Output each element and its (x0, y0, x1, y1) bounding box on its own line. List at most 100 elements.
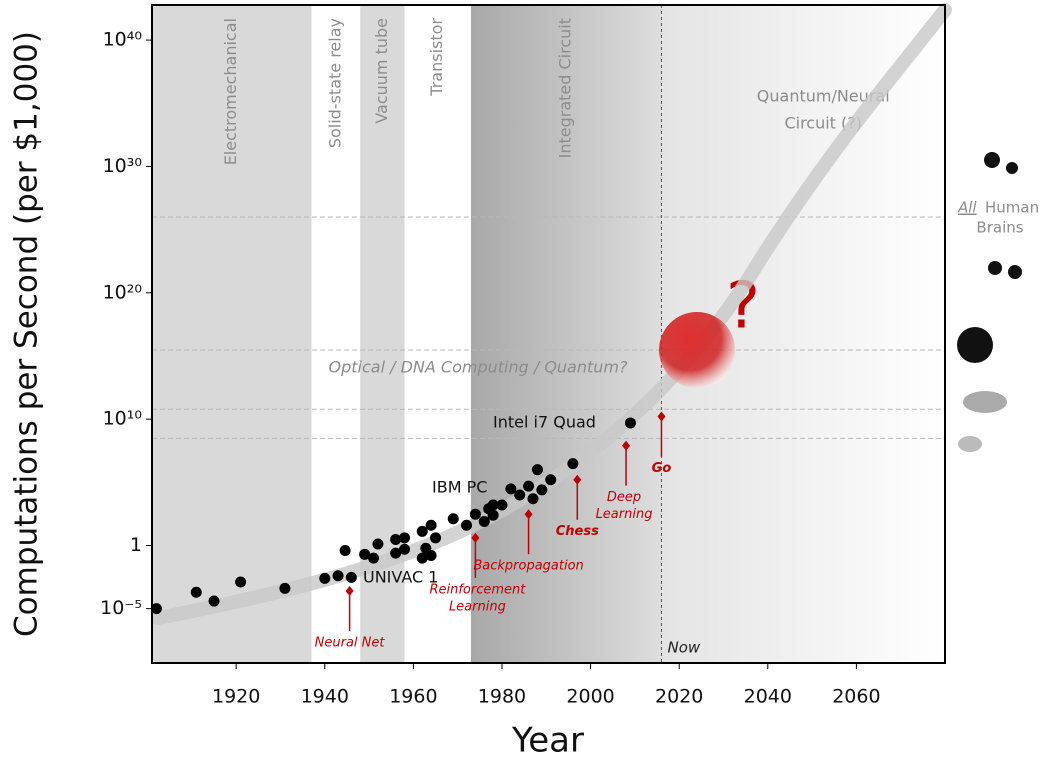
data-point (279, 582, 291, 594)
data-point (545, 474, 557, 486)
x-tick-label: 2040 (744, 686, 792, 708)
data-point (469, 508, 481, 520)
y-axis-label: Computations per Second (per $1,000) (9, 31, 45, 637)
x-tick-label: 2060 (832, 686, 880, 708)
milestone-marker (657, 411, 666, 422)
annotation: Optical / DNA Computing / Quantum? (329, 358, 629, 377)
x-axis-label: Year (511, 721, 584, 761)
era-band (152, 5, 312, 663)
data-point (190, 586, 202, 598)
annotation: UNIVAC 1 (363, 568, 438, 587)
future-ball (659, 312, 735, 388)
mouse-icon (963, 391, 1007, 413)
icons (957, 152, 1022, 452)
brains-label: All (957, 199, 977, 217)
data-point (372, 538, 384, 550)
y-tick-label: 1 (130, 534, 142, 556)
data-point (461, 519, 473, 531)
era-band (470, 5, 662, 663)
milestone-marker (622, 440, 631, 451)
x-tick-label: 2020 (655, 686, 703, 708)
data-point (487, 499, 499, 511)
era-band (311, 5, 361, 663)
milestone-marker (573, 474, 582, 485)
data-point (390, 533, 402, 545)
data-point (536, 484, 548, 496)
brain-icon (1006, 162, 1018, 174)
milestone-marker (345, 585, 354, 596)
data-point (332, 570, 344, 582)
marks: Neural Net Reinforcement Learning Backpropa… (150, 411, 672, 650)
data-point (487, 509, 499, 521)
data-point (527, 493, 539, 505)
plot-frame (151, 4, 946, 664)
data-point (478, 515, 490, 527)
era-band (404, 5, 471, 663)
data-point (235, 576, 247, 588)
data-point (430, 532, 442, 544)
data-point (368, 552, 380, 564)
era-label: Circuit (?) (784, 114, 862, 133)
milestone-label: Neural Net (315, 635, 386, 650)
data-point (624, 417, 636, 429)
now-label: Now (667, 639, 700, 657)
brains-label: Brains (976, 219, 1023, 237)
era-label: Electromechanical (221, 18, 240, 165)
data-point (531, 464, 543, 476)
brain-icon (984, 152, 1000, 168)
era-label: Integrated Circuit (556, 18, 575, 158)
x-tick-label: 1940 (301, 686, 349, 708)
milestone-label: Learning (596, 507, 653, 522)
era-label: Vacuum tube (372, 18, 391, 124)
data-point (319, 572, 331, 584)
data-point (505, 483, 517, 495)
y-tick-label: 10¹⁰ (103, 408, 142, 430)
y-tick-label: 10³⁰ (103, 155, 142, 177)
data-point (339, 545, 351, 557)
x-tick-label: 1980 (478, 686, 526, 708)
brain-icon (988, 261, 1002, 275)
brains-label: Human (985, 199, 1039, 217)
era-label: Quantum/Neural (757, 87, 890, 106)
data-point (567, 458, 579, 470)
milestone-label: Chess (556, 524, 599, 539)
trend-curve (151, 3, 952, 625)
milestone-marker (524, 509, 533, 520)
fly-icon (958, 436, 982, 452)
x-tick-label: 1920 (212, 686, 260, 708)
y-tick-label: 10⁴⁰ (103, 29, 142, 51)
milestone-label: Go (652, 461, 672, 476)
data-point (416, 525, 428, 537)
data-point (390, 547, 402, 559)
data-point (399, 543, 411, 555)
data-point (345, 571, 357, 583)
data-point (523, 480, 535, 492)
human-icon (957, 327, 993, 363)
milestone-label: Reinforcement (429, 582, 526, 597)
milestone-label: Backpropagation (473, 559, 583, 574)
era-label: Solid-state relay (325, 18, 344, 148)
data-point (447, 513, 459, 525)
data-point (150, 603, 162, 615)
era-bands: Electromechanical Solid-state relay Vacuum… (152, 5, 945, 663)
brain-icon (1008, 265, 1022, 279)
data-point (514, 489, 526, 501)
milestone-label: Learning (449, 599, 506, 614)
x-tick-label: 2000 (566, 686, 614, 708)
data-point (496, 499, 508, 511)
data-point (208, 595, 220, 607)
data-point (425, 519, 437, 531)
annotation: IBM PC (432, 478, 487, 497)
data-point (416, 552, 428, 564)
era-label: Transistor (427, 18, 446, 97)
y-tick-label: 10²⁰ (103, 281, 142, 303)
data-point (359, 548, 371, 560)
annotation: Intel i7 Quad (493, 413, 596, 432)
x-tick-label: 1960 (389, 686, 437, 708)
milestone-marker (471, 532, 480, 543)
data-point (399, 532, 411, 544)
milestone-label: Deep (607, 490, 641, 505)
data-point (425, 550, 437, 562)
y-tick-label: 10⁻⁵ (100, 597, 142, 619)
